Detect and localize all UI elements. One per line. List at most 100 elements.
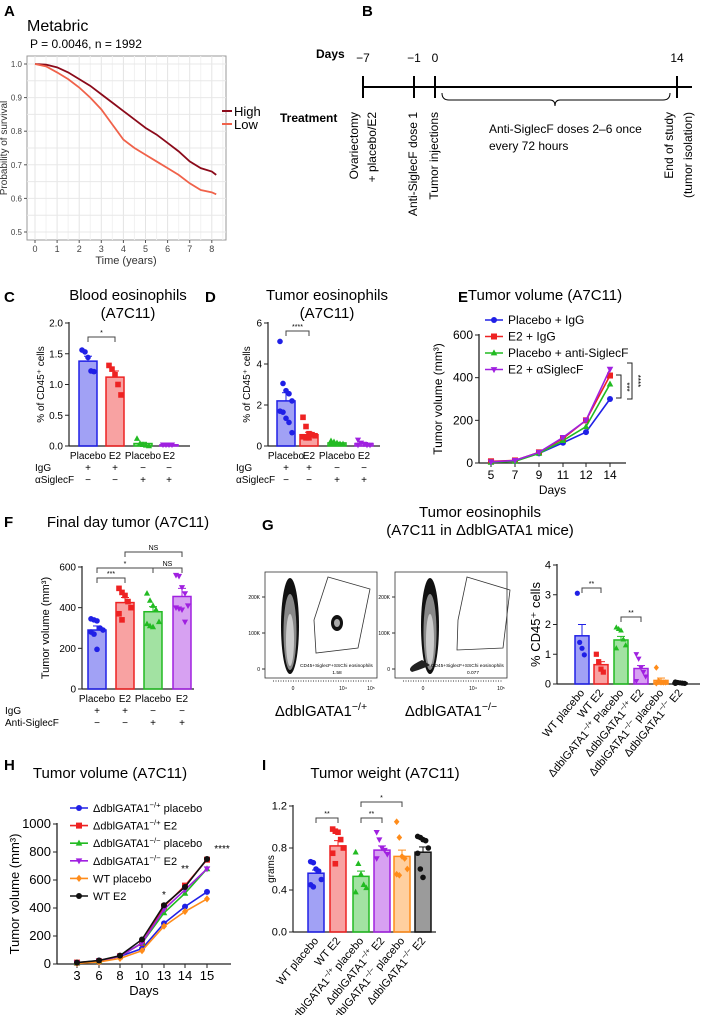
triangle-marker xyxy=(360,881,367,887)
inverted-triangle-marker xyxy=(642,674,649,680)
treatment-mark: − xyxy=(283,475,289,486)
y-tick-label: 1.0 xyxy=(49,380,63,391)
genotype-label: ΔdblGATA1−/− xyxy=(405,701,497,720)
genotype-label-base: ΔdblGATA1 xyxy=(405,703,482,720)
square-marker xyxy=(125,598,131,605)
inverted-triangle-marker xyxy=(178,607,186,614)
y-tick-label: 1.2 xyxy=(272,801,287,813)
x-tick-label: 5 xyxy=(488,468,495,482)
triangle-marker xyxy=(339,440,347,447)
category-label: E2 xyxy=(163,451,176,462)
circle-marker xyxy=(414,850,421,857)
legend-label-sup: −/+ xyxy=(149,818,161,827)
square-marker xyxy=(312,432,318,439)
significance-label: ** xyxy=(589,581,595,588)
treatment-row-label: Anti-SiglecF xyxy=(5,718,59,729)
significance-bracket xyxy=(616,374,622,399)
bar-5 xyxy=(414,851,432,933)
event-label: End of study xyxy=(662,112,676,179)
circle-marker xyxy=(139,936,145,943)
diamond-marker xyxy=(404,865,411,873)
triangle-marker xyxy=(146,597,154,603)
treatment-mark: − xyxy=(112,475,118,486)
population-contour xyxy=(286,614,294,666)
circle-marker xyxy=(577,639,583,645)
category-label: E2 xyxy=(176,694,189,705)
survival-curve-low xyxy=(34,63,217,196)
diamond-marker xyxy=(396,871,403,879)
square-marker xyxy=(306,435,312,441)
circle-marker xyxy=(94,646,100,653)
square-marker xyxy=(118,392,124,398)
treatment-mark: + xyxy=(334,475,340,486)
y-tick-label: 4 xyxy=(256,360,262,371)
day-label: 0 xyxy=(432,51,439,65)
panel-h-line-chart: 0 200 400 600 800 1000 3 6 8 10 13 14 15 Days Tumor vo… xyxy=(7,801,231,998)
y-tick-label: 400 xyxy=(29,900,51,915)
circle-marker xyxy=(425,845,432,851)
significance-bracket xyxy=(581,587,602,593)
bar-0 xyxy=(87,629,107,690)
flow-plot-frame xyxy=(394,571,508,679)
square-marker xyxy=(596,659,602,665)
triangle-marker xyxy=(149,602,157,608)
y-axis-label: % of CD45⁺ cells xyxy=(36,346,47,422)
y-tick-label: 200K xyxy=(378,595,390,601)
x-tick-label: 10⁴ xyxy=(469,686,477,692)
inverted-triangle-marker xyxy=(384,852,391,858)
circle-marker xyxy=(318,876,325,883)
treatment-mark: − xyxy=(94,718,100,729)
significance-bracket xyxy=(315,817,339,823)
x-tick-label: 9 xyxy=(536,468,543,482)
inverted-triangle-marker xyxy=(487,459,495,466)
circle-marker xyxy=(74,959,80,966)
category-label: Placebo xyxy=(70,451,107,462)
diamond-marker xyxy=(401,855,408,862)
panel-g-title-2: (A7C11 in ΔdblGATA1 mice) xyxy=(386,522,574,539)
x-tick-label: 8 xyxy=(116,968,123,983)
event-label: Ovariectomy xyxy=(347,112,361,179)
inverted-triangle-marker xyxy=(511,458,519,465)
significance-label: NS xyxy=(149,545,159,552)
y-tick-label: 100K xyxy=(378,631,390,637)
panel-e-line-chart: 0 200 400 600 5 7 9 11 12 14 Days Tumor volume (mm³… xyxy=(431,313,642,497)
y-axis-label: Tumor volume (mm³) xyxy=(7,834,22,955)
treatment-row-label: IgG xyxy=(35,463,51,474)
eosinophil-population xyxy=(334,619,340,627)
x-tick-label: 0 xyxy=(292,686,295,692)
x-tick-label: 10⁵ xyxy=(367,686,375,692)
square-marker xyxy=(329,850,336,857)
x-tick-label: 0 xyxy=(32,244,37,254)
treatment-mark: + xyxy=(140,475,146,486)
inverted-triangle-marker xyxy=(181,591,189,597)
panel-e-title: Tumor volume (A7C11) xyxy=(468,287,622,304)
panel-label-b: B xyxy=(362,3,373,20)
genotype-label-sup: −/− xyxy=(482,701,497,713)
triangle-marker xyxy=(352,848,359,855)
triangle-marker xyxy=(357,870,365,877)
bar-0 xyxy=(276,400,296,447)
y-axis-label: % CD45⁺ cells xyxy=(528,582,543,667)
square-marker xyxy=(598,666,604,672)
panel-c-title-2: (A7C11) xyxy=(101,305,156,322)
panel-label-e: E xyxy=(458,289,468,306)
circle-marker xyxy=(286,419,292,426)
category-label: Placebo xyxy=(79,694,116,705)
square-marker xyxy=(106,362,112,369)
square-marker xyxy=(128,604,134,611)
panel-label-i: I xyxy=(262,757,266,774)
x-tick-label: 5 xyxy=(143,244,148,254)
x-tick-label: 0 xyxy=(422,686,425,692)
square-marker xyxy=(309,431,315,438)
diamond-marker xyxy=(161,922,167,930)
triangle-marker xyxy=(490,349,498,356)
y-tick-label: 1000 xyxy=(22,816,51,831)
x-tick-label: 3 xyxy=(73,968,80,983)
diamond-marker xyxy=(393,870,400,878)
day-label: −7 xyxy=(356,51,370,65)
circle-marker xyxy=(161,902,167,909)
y-tick-label: 3 xyxy=(545,589,551,601)
category-label: Placebo xyxy=(268,451,305,462)
inverted-triangle-marker xyxy=(633,678,640,685)
series-line-3 xyxy=(490,368,611,463)
